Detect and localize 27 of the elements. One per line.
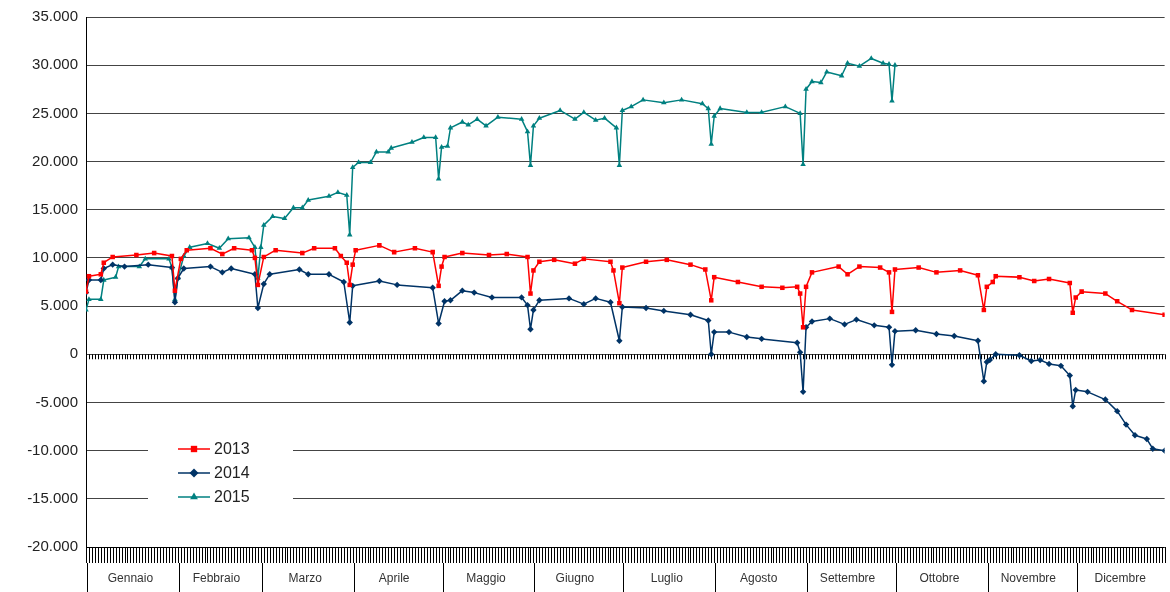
- y-tick-label: 10.000: [32, 248, 78, 266]
- x-tick-label: Agosto: [739, 570, 778, 585]
- x-tick-label: Settembre: [819, 570, 876, 585]
- y-tick-label: 0: [69, 344, 78, 362]
- y-tick-label: 30.000: [32, 55, 78, 73]
- x-tick-label: Dicembre: [1094, 570, 1147, 585]
- y-tick-label: 35.000: [32, 7, 78, 25]
- legend-label: 2014: [214, 464, 250, 482]
- y-tick-label: 25.000: [32, 103, 78, 121]
- legend-label: 2015: [214, 488, 250, 506]
- x-tick-label: Novembre: [1000, 570, 1057, 585]
- y-tick-label: 15.000: [32, 199, 78, 217]
- x-tick-label: Gennaio: [107, 570, 154, 585]
- y-tick-label: -10.000: [27, 440, 78, 458]
- y-tick-label: -5.000: [35, 392, 78, 410]
- x-tick-label: Febbraio: [192, 570, 241, 585]
- y-tick-label: -15.000: [27, 488, 78, 506]
- x-tick-label: Ottobre: [919, 570, 960, 585]
- x-tick-label: Luglio: [650, 570, 684, 585]
- legend-label: 2013: [214, 440, 250, 458]
- y-tick-label: 5.000: [40, 296, 78, 314]
- y-tick-label: -20.000: [27, 537, 78, 555]
- x-tick-label: Aprile: [378, 570, 410, 585]
- x-tick-label: Giugno: [555, 570, 595, 585]
- y-tick-label: 20.000: [32, 151, 78, 169]
- x-tick-label: Maggio: [466, 570, 507, 585]
- x-tick-label: Marzo: [288, 570, 323, 585]
